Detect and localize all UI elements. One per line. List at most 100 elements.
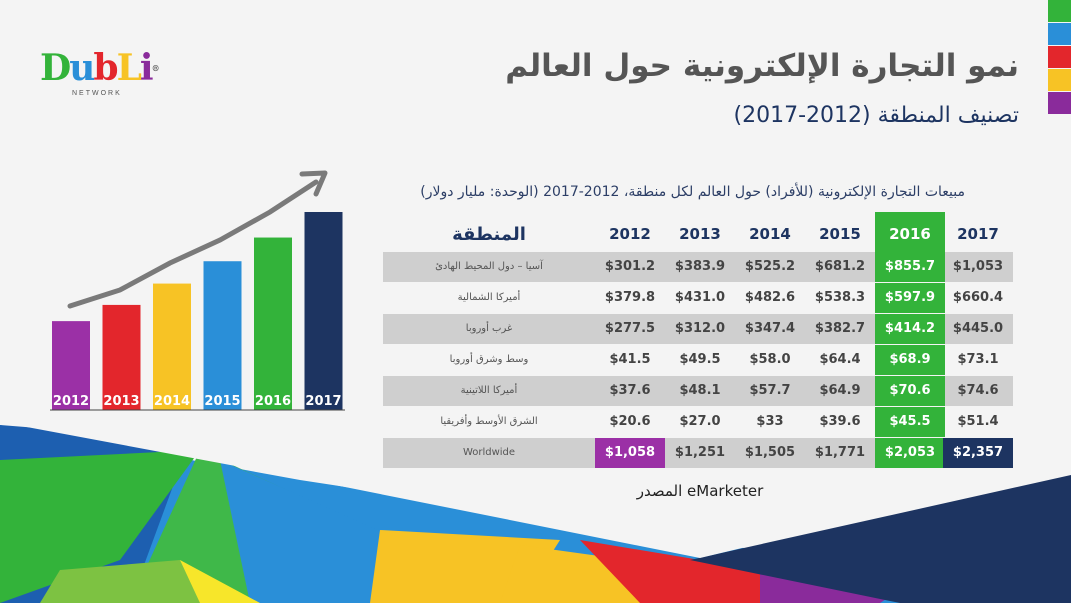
trend-arrow-line: [67, 179, 319, 309]
bar-label: 2015: [204, 394, 240, 409]
value-cell: $414.2: [875, 314, 945, 344]
logo-letter-l: L: [116, 47, 142, 89]
value-cell: $48.1: [679, 383, 721, 398]
page-title: نمو التجارة الإلكترونية حول العالم: [505, 48, 1019, 84]
value-cell: $277.5: [604, 321, 656, 336]
trend-arrow-head: [299, 170, 328, 197]
region-name: غرب أوروبا: [465, 323, 513, 334]
bottom-decoration: [0, 420, 1071, 603]
region-name: Worldwide: [462, 447, 516, 458]
bar-label: 2013: [103, 394, 139, 409]
value-cell: $681.2: [814, 259, 866, 274]
table-row: أميركا الشمالية $379.8 $431.0 $482.6 $538.3 $…: [383, 283, 1013, 313]
value-cell: $382.7: [814, 321, 866, 336]
dubli-logo: DubLi® NETWORK: [40, 50, 160, 106]
region-name: الشرق الأوسط وأفريقيا: [440, 416, 538, 427]
table-row: وسط وشرق أوروبا $41.5 $49.5 $58.0 $64.4 $68.9…: [383, 345, 1013, 375]
year-header: 2012: [609, 225, 651, 243]
bar-2012: [52, 321, 90, 410]
strip-segment: [1048, 0, 1071, 22]
value-cell: $383.9: [674, 259, 726, 274]
year-header: 2015: [819, 225, 861, 243]
year-header: 2014: [749, 225, 791, 243]
bar-2016: [254, 237, 292, 410]
value-cell: $57.7: [749, 383, 791, 398]
strip-segment: [1048, 23, 1071, 45]
value-cell: $431.0: [674, 290, 726, 305]
value-cell: $64.4: [819, 352, 861, 367]
value-cell: $482.6: [744, 290, 796, 305]
value-cell: $1,505: [744, 445, 796, 460]
value-cell: $49.5: [679, 352, 721, 367]
bar-2017: [304, 212, 343, 410]
value-cell: $27.0: [679, 414, 721, 429]
logo-letter-u: u: [69, 47, 95, 89]
year-header: 2016: [875, 212, 945, 252]
value-cell: $37.6: [609, 383, 651, 398]
strip-segment: [1048, 46, 1071, 68]
table-row: غرب أوروبا $277.5 $312.0 $347.4 $382.7 $414.2…: [383, 314, 1013, 344]
bar-label: 2016: [255, 394, 291, 409]
logo-letter-d: D: [40, 47, 71, 89]
bar-chart: 2012 2013 2014 2015 2016 2017: [50, 170, 345, 411]
region-header: المنطقة: [452, 224, 526, 245]
value-cell: $64.9: [819, 383, 861, 398]
table-row: آسيا – دول المحيط الهادئ $301.2 $383.9 $525…: [383, 252, 1013, 282]
value-cell: $1,053: [952, 259, 1004, 274]
value-cell: $74.6: [957, 383, 999, 398]
value-cell: $39.6: [819, 414, 861, 429]
value-cell: $1,058: [595, 438, 665, 468]
value-cell: $525.2: [744, 259, 796, 274]
bar-2015: [203, 261, 242, 410]
value-cell: $33: [756, 414, 784, 429]
sales-table: المنطقة 2012 2013 2014 2015 2016 2017 آسيا – …: [383, 212, 1013, 469]
logo-trademark: ®: [151, 63, 160, 73]
worldwide-row: Worldwide $1,058 $1,251 $1,505 $1,771 $2,053 $…: [383, 438, 1013, 468]
value-cell: $2,053: [875, 438, 945, 468]
value-cell: $301.2: [604, 259, 656, 274]
value-cell: $45.5: [875, 407, 945, 437]
value-cell: $347.4: [744, 321, 796, 336]
value-cell: $70.6: [875, 376, 945, 406]
bar-label: 2014: [154, 394, 190, 409]
value-cell: $597.9: [875, 283, 945, 313]
page-subtitle: تصنيف المنطقة (2012-2017): [733, 103, 1019, 128]
value-cell: $379.8: [604, 290, 656, 305]
value-cell: $58.0: [749, 352, 791, 367]
value-cell: $312.0: [674, 321, 726, 336]
value-cell: $855.7: [875, 252, 945, 282]
bar-2013: [102, 304, 141, 410]
region-name: أميركا اللاتينية: [460, 385, 518, 396]
value-cell: $660.4: [952, 290, 1004, 305]
value-cell: $68.9: [875, 345, 945, 375]
table-header: المنطقة 2012 2013 2014 2015 2016 2017: [383, 212, 1013, 252]
logo-network: NETWORK: [72, 90, 122, 97]
table-caption: مبيعات التجارة الإلكترونية (للأفراد) حول…: [420, 184, 965, 200]
bar-2014: [153, 283, 191, 410]
region-name: أميركا الشمالية: [457, 292, 521, 303]
region-name: وسط وشرق أوروبا: [449, 354, 529, 365]
year-header: 2017: [957, 225, 999, 243]
logo-letter-i: i: [139, 47, 154, 89]
bar-label: 2012: [53, 394, 89, 409]
value-cell: $73.1: [957, 352, 999, 367]
bar-label: 2017: [305, 394, 341, 409]
region-name: آسيا – دول المحيط الهادئ: [435, 261, 543, 272]
value-cell: $51.4: [957, 414, 999, 429]
value-cell: $445.0: [952, 321, 1004, 336]
value-cell: $20.6: [609, 414, 651, 429]
value-cell: $1,771: [814, 445, 866, 460]
value-cell: $1,251: [674, 445, 726, 460]
year-header: 2013: [679, 225, 721, 243]
strip-segment: [1048, 92, 1071, 114]
value-cell: $2,357: [943, 438, 1013, 468]
strip-segment: [1048, 69, 1071, 91]
source-note: المصدر eMarketer: [636, 482, 764, 500]
color-strip: [1048, 0, 1071, 117]
value-cell: $41.5: [609, 352, 651, 367]
table-row: الشرق الأوسط وأفريقيا $20.6 $27.0 $33 $39.6 $…: [383, 407, 1013, 437]
logo-letter-b: b: [93, 47, 118, 89]
value-cell: $538.3: [814, 290, 866, 305]
table-row: أميركا اللاتينية $37.6 $48.1 $57.7 $64.9 $70.…: [383, 376, 1013, 406]
